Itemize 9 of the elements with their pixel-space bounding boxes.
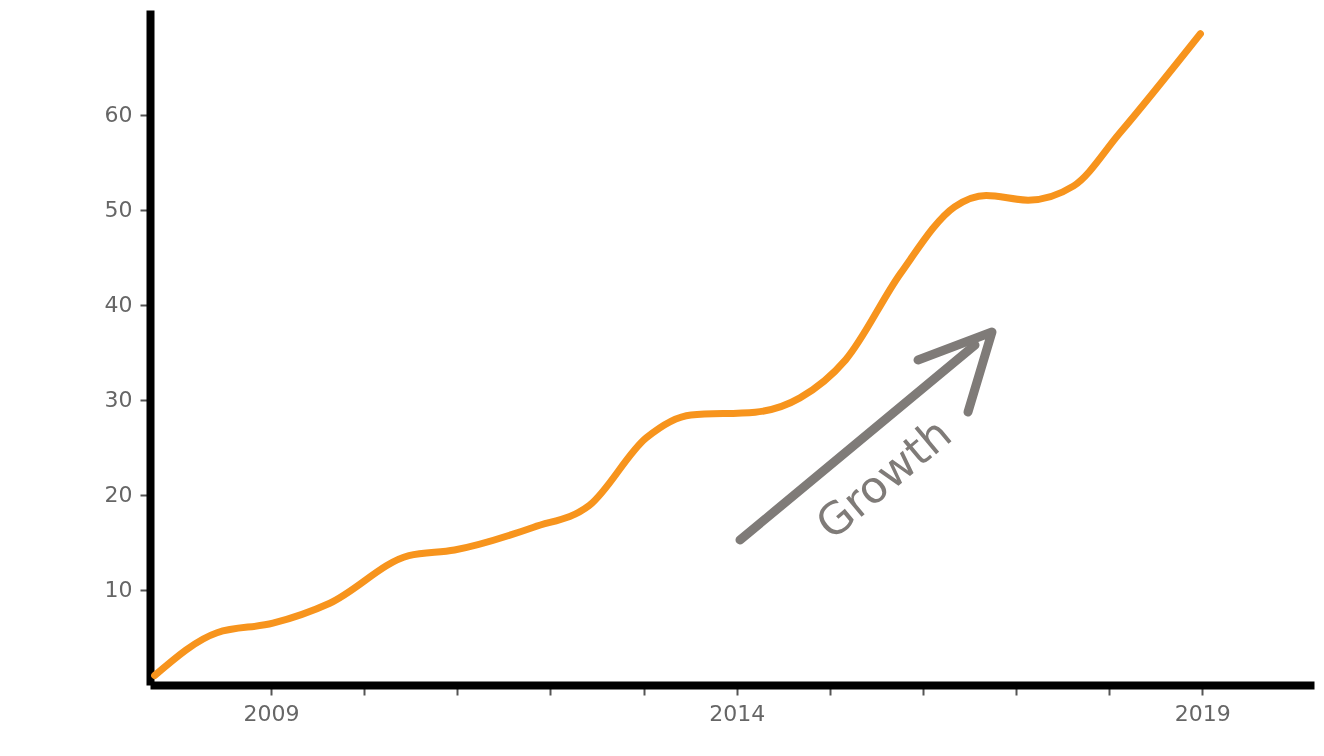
x-tick-label: 2019 (1174, 700, 1231, 726)
y-tick-label: 20 (104, 482, 133, 508)
x-tick-label: 2014 (709, 700, 766, 726)
y-tick-label: 60 (104, 102, 133, 128)
y-tick-label: 40 (104, 292, 133, 318)
y-tick-label: 10 (104, 577, 133, 603)
y-tick-label: 50 (104, 197, 133, 223)
x-tick-label: 2009 (243, 700, 300, 726)
y-tick-label: 30 (104, 387, 133, 413)
